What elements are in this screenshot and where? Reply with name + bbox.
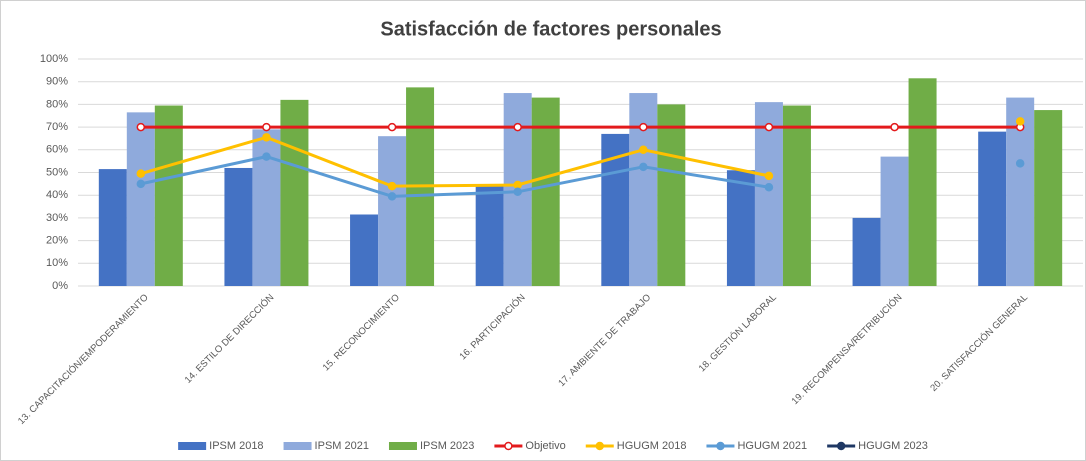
- bar: [406, 87, 435, 286]
- line-marker: [262, 152, 271, 161]
- y-tick-label: 90%: [46, 76, 68, 88]
- legend-swatch: [178, 442, 207, 450]
- line-marker: [1015, 117, 1025, 126]
- bar: [908, 78, 937, 286]
- legend-swatch-marker: [716, 441, 725, 451]
- legend-label: IPSM 2018: [209, 440, 263, 452]
- bar: [154, 105, 183, 286]
- bar: [475, 186, 504, 286]
- line-marker: [262, 122, 271, 132]
- bar: [629, 93, 658, 286]
- bar: [852, 217, 881, 286]
- legend-label: IPSM 2023: [420, 440, 474, 452]
- legend-label: HGUGM 2021: [737, 440, 807, 452]
- bar: [350, 214, 379, 286]
- legend-label: HGUGM 2023: [858, 440, 928, 452]
- legend-label: Objetivo: [525, 440, 565, 452]
- y-tick-label: 0%: [52, 280, 68, 292]
- y-tick-label: 80%: [46, 98, 68, 110]
- y-tick-label: 70%: [46, 121, 68, 133]
- legend-swatch-marker: [595, 441, 605, 451]
- bar: [978, 131, 1007, 286]
- line-marker: [513, 187, 522, 197]
- y-tick-label: 50%: [46, 166, 68, 178]
- y-tick-label: 30%: [46, 212, 68, 224]
- line-marker: [1015, 159, 1025, 168]
- line-marker: [387, 122, 397, 132]
- line-marker: [136, 179, 146, 189]
- line-marker: [513, 180, 522, 190]
- chart-title: Satisfacción de factores personales: [380, 18, 721, 40]
- line-marker: [387, 192, 397, 201]
- line-marker: [639, 162, 648, 172]
- bar: [1034, 110, 1063, 286]
- legend-swatch-marker: [836, 441, 846, 451]
- legend-swatch-marker: [504, 441, 513, 451]
- bar: [657, 104, 686, 287]
- y-tick-label: 10%: [46, 257, 68, 269]
- bar: [224, 167, 253, 286]
- legend-label: HGUGM 2018: [617, 440, 687, 452]
- y-tick-label: 20%: [46, 235, 68, 247]
- line-marker: [387, 181, 397, 191]
- legend: IPSM 2018 IPSM 2021 IPSM 2023 Objetivo HGUGM…: [178, 440, 928, 452]
- bar: [98, 169, 127, 286]
- line-marker: [262, 133, 271, 142]
- line-marker: [513, 122, 522, 132]
- line-marker: [764, 183, 774, 192]
- bar: [601, 133, 630, 286]
- bar: [378, 136, 407, 286]
- bar: [126, 112, 155, 286]
- bar: [531, 97, 560, 286]
- bar: [280, 99, 309, 286]
- bar: [726, 170, 755, 286]
- legend-label: IPSM 2021: [315, 440, 369, 452]
- y-tick-label: 60%: [46, 144, 68, 156]
- line-marker: [136, 169, 146, 178]
- line-marker: [639, 145, 648, 155]
- legend-swatch: [283, 442, 312, 450]
- line-marker: [639, 122, 648, 132]
- line-marker: [764, 122, 774, 132]
- legend-swatch: [388, 442, 417, 450]
- bar: [754, 102, 783, 286]
- line-marker: [890, 122, 899, 132]
- bar: [880, 156, 909, 286]
- y-tick-label: 40%: [46, 189, 68, 201]
- line-marker: [136, 122, 146, 132]
- y-tick-label: 100%: [40, 53, 68, 65]
- bar: [782, 105, 811, 286]
- line-marker: [764, 171, 774, 181]
